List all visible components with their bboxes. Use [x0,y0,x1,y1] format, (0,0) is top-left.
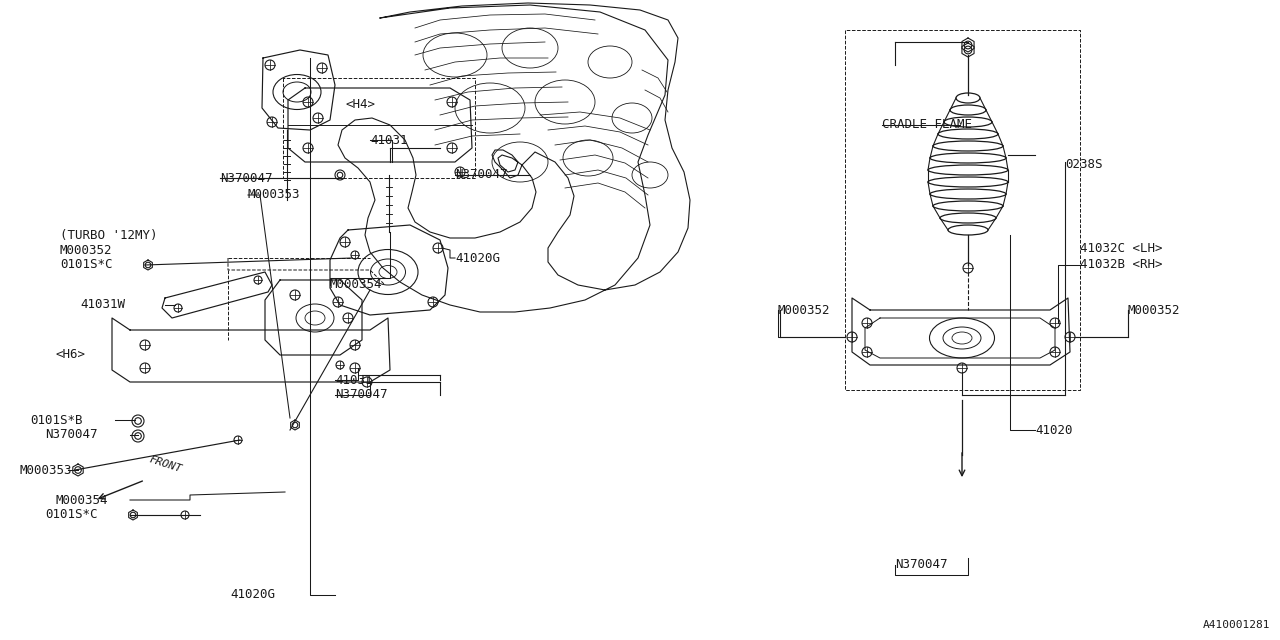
Text: M000353: M000353 [20,463,73,477]
Text: N370047: N370047 [220,172,273,184]
Text: M000354: M000354 [330,278,383,291]
Text: 41031: 41031 [370,134,407,147]
Text: 41031W: 41031W [79,298,125,312]
Text: N370047: N370047 [335,388,388,401]
Text: <H4>: <H4> [346,99,375,111]
Text: 41020G: 41020G [230,589,275,602]
Text: 41020G: 41020G [454,252,500,264]
Text: 41032C <LH>: 41032C <LH> [1080,241,1162,255]
Text: 41032B <RH>: 41032B <RH> [1080,259,1162,271]
Text: N370047: N370047 [45,429,97,442]
Text: N370047: N370047 [895,559,947,572]
Text: (TURBO '12MY): (TURBO '12MY) [60,228,157,241]
Text: 41031: 41031 [335,374,372,387]
Text: M000354: M000354 [55,493,108,506]
Text: A410001281: A410001281 [1202,620,1270,630]
Text: 0101S*C: 0101S*C [45,509,97,522]
Text: FRONT: FRONT [148,454,183,474]
Text: 0238S: 0238S [1065,159,1102,172]
Text: M000353: M000353 [248,189,301,202]
Text: 0101S*C: 0101S*C [60,259,113,271]
Text: 41020: 41020 [1036,424,1073,436]
Text: 0101S*B: 0101S*B [29,413,82,426]
Text: CRADLE FLAME: CRADLE FLAME [882,118,972,131]
Text: M000352: M000352 [778,303,831,317]
Text: N370047: N370047 [454,168,507,182]
Text: M000352: M000352 [60,243,113,257]
Text: M000352: M000352 [1128,303,1180,317]
Text: <H6>: <H6> [55,349,84,362]
